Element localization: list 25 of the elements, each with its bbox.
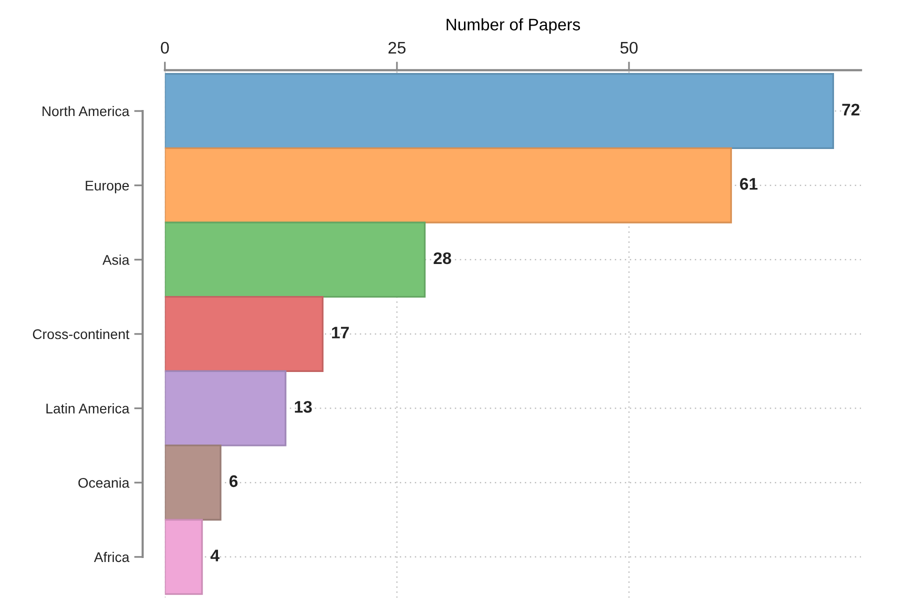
bar bbox=[164, 147, 732, 224]
y-tick-label: Europe bbox=[86, 180, 129, 194]
data-label: 4 bbox=[210, 550, 220, 562]
data-label: 61 bbox=[740, 178, 758, 190]
data-label: 13 bbox=[294, 400, 312, 413]
x-axis-title: Number of Papers bbox=[446, 18, 580, 34]
y-tick-label: Oceania bbox=[78, 478, 130, 488]
y-tick-label: Cross-continent bbox=[32, 328, 130, 340]
data-label: 72 bbox=[842, 104, 860, 116]
x-tick-label: 50 bbox=[620, 42, 638, 54]
y-tick-label: North America bbox=[42, 106, 130, 116]
data-label: 6 bbox=[230, 475, 238, 488]
bar bbox=[164, 222, 426, 298]
bar bbox=[164, 296, 324, 372]
x-tick-label: 0 bbox=[160, 42, 169, 54]
y-tick-label: Latin America bbox=[46, 403, 130, 414]
y-tick-label: Africa bbox=[94, 552, 130, 562]
bar bbox=[164, 444, 222, 521]
x-tick-label: 25 bbox=[388, 42, 406, 54]
y-tick-label: Asia bbox=[102, 254, 130, 265]
data-label: 28 bbox=[434, 252, 452, 264]
bar bbox=[164, 518, 203, 595]
bar bbox=[164, 73, 834, 150]
data-label: 17 bbox=[332, 326, 349, 338]
bar bbox=[164, 370, 286, 446]
